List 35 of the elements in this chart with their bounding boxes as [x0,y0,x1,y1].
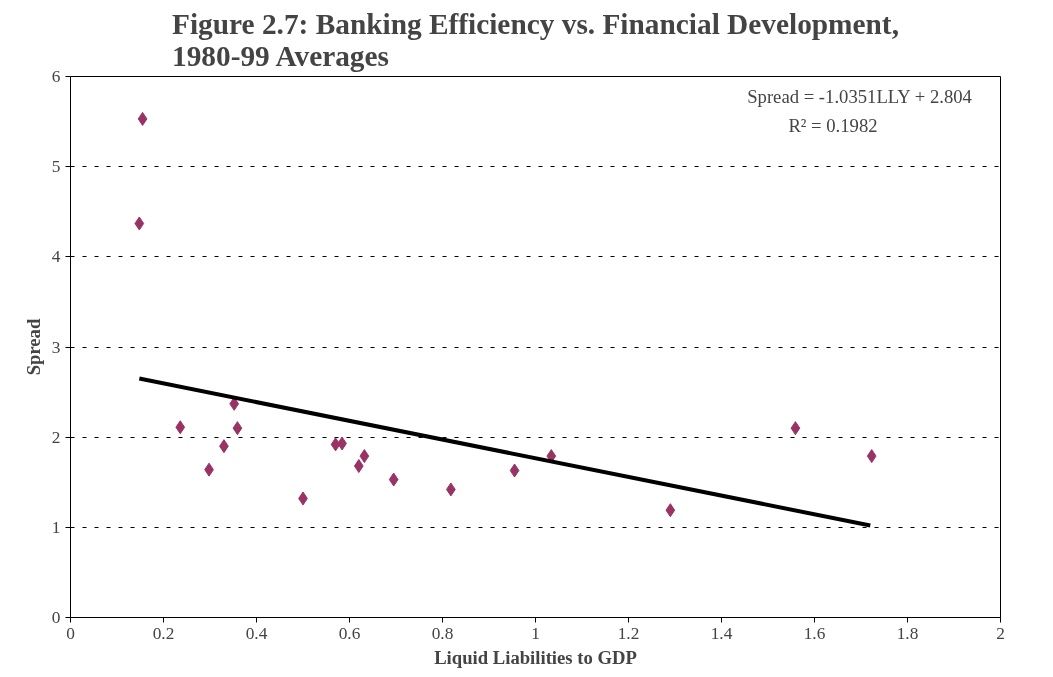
y-tick-label: 5 [51,157,61,177]
y-axis-title: Spread [22,318,44,376]
y-tick-label: 6 [51,67,61,86]
x-tick-label: 0.6 [338,623,361,643]
y-tick-label: 4 [51,247,61,267]
x-tick-label: 1.6 [803,623,826,643]
x-tick-label: 1.8 [896,623,919,643]
point [134,216,145,231]
y-tick-label: 2 [51,427,61,447]
x-tick-label: 2 [996,623,1005,643]
point [330,437,341,452]
chart-title: Figure 2.7: Banking Efficiency vs. Financial Development, 1980-99 Averages [172,7,899,72]
point [232,421,243,436]
y-tick-label: 0 [51,608,61,627]
point [137,111,148,126]
annotation: R² = 0.1982 [788,115,878,137]
x-tick-label: 0.8 [431,623,454,643]
point [866,449,877,464]
x-tick-label: 0.2 [152,623,175,643]
x-tick-label: 0.4 [245,623,268,643]
x-axis-title: Liquid Liabilities to GDP [434,646,637,668]
x-tick-label: 1.4 [710,623,733,643]
point [175,420,186,435]
x-tick-label: 0 [66,623,75,643]
point [790,421,801,436]
point [353,459,364,474]
x-tick-label: 1 [531,623,540,643]
y-tick-label: 1 [51,517,61,537]
x-tick-label: 1.2 [617,623,640,643]
annotation: Spread = -1.0351LLY + 2.804 [747,85,973,107]
point [388,472,399,487]
y-tick-label: 3 [51,337,61,357]
point [665,503,676,518]
point [359,449,370,464]
point [509,463,520,478]
